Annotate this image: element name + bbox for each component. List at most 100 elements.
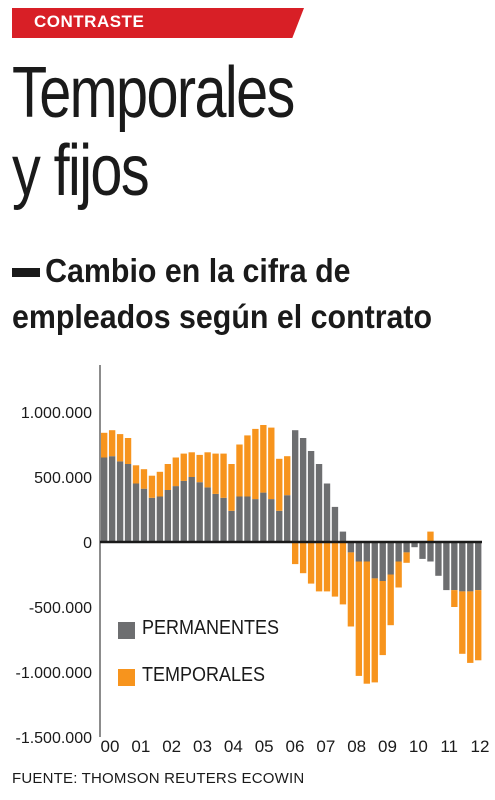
bar-permanentes: [323, 483, 331, 542]
bar-temporales: [204, 452, 211, 488]
bar-temporales: [244, 435, 251, 497]
bar-temporales: [459, 591, 466, 654]
bar-permanentes: [204, 487, 211, 542]
y-tick-label: 1.000.000: [21, 405, 92, 422]
bar-permanentes: [172, 486, 179, 542]
bar-permanentes: [371, 542, 378, 579]
bar-permanentes: [347, 542, 355, 553]
bar-temporales: [132, 465, 140, 484]
bar-permanentes: [108, 456, 116, 542]
bar-temporales: [212, 453, 219, 494]
bar-temporales: [124, 438, 132, 464]
bar-permanentes: [196, 482, 203, 542]
bar-permanentes: [132, 483, 140, 542]
section-tag-label: CONTRASTE: [34, 12, 145, 31]
bar-permanentes: [188, 477, 195, 542]
bar-temporales: [276, 458, 283, 511]
bar-temporales: [395, 561, 402, 588]
x-tick-label: 02: [162, 737, 181, 756]
bar-temporales: [379, 581, 386, 656]
bar-temporales: [307, 542, 315, 584]
bar-permanentes: [419, 542, 426, 559]
bar-permanentes: [467, 542, 474, 592]
bar-permanentes: [156, 496, 164, 542]
bar-temporales: [172, 457, 179, 487]
bar-permanentes: [331, 506, 339, 542]
section-tag: CONTRASTE: [12, 8, 304, 38]
bar-temporales: [467, 591, 474, 663]
bar-permanentes: [236, 496, 243, 542]
bar-temporales: [355, 561, 363, 676]
bar-permanentes: [180, 480, 187, 542]
bar-permanentes: [164, 490, 172, 542]
x-tick-label: 11: [440, 737, 458, 756]
bar-permanentes: [299, 438, 307, 542]
legend-label-temporales: TEMPORALES: [142, 664, 266, 686]
bar-temporales: [220, 453, 227, 498]
bar-temporales: [196, 454, 203, 483]
bar-temporales: [284, 456, 291, 496]
bar-permanentes: [411, 542, 418, 548]
chart-subtitle-text: Cambio en la cifra de empleados según el…: [12, 252, 433, 335]
bar-temporales: [292, 542, 299, 565]
bar-permanentes: [475, 542, 482, 591]
bar-permanentes: [395, 542, 402, 562]
bar-temporales: [180, 453, 187, 481]
bar-temporales: [188, 452, 195, 477]
x-tick-label: 06: [286, 737, 305, 756]
legend-label-permanentes: PERMANENTES: [142, 617, 280, 639]
bar-permanentes: [116, 461, 124, 542]
employment-chart: 1.000.000 500.000 0 -500.000 -1.000.000 -1.50…: [15, 365, 490, 756]
bar-permanentes: [140, 488, 148, 542]
bar-temporales: [260, 425, 267, 493]
page-title: Temporales y fijos: [12, 53, 295, 211]
bar-permanentes: [363, 542, 370, 562]
bar-permanentes: [315, 464, 323, 542]
x-tick-label: 12: [471, 737, 490, 756]
bar-permanentes: [387, 542, 394, 575]
chart-subtitle: Cambio en la cifra de empleados según el…: [12, 248, 456, 340]
bar-temporales: [228, 464, 235, 511]
bar-temporales: [101, 432, 108, 458]
bar-permanentes: [212, 493, 219, 542]
x-tick-label: 00: [101, 737, 120, 756]
bar-permanentes: [435, 542, 442, 576]
x-tick-label: 03: [193, 737, 212, 756]
source-note: FUENTE: THOMSON REUTERS ECOWIN: [12, 770, 305, 787]
bar-temporales: [140, 469, 148, 489]
y-tick-label: 500.000: [34, 470, 92, 487]
bar-temporales: [156, 471, 164, 497]
bar-temporales: [315, 542, 323, 592]
bar-permanentes: [403, 542, 410, 553]
bar-temporales: [299, 542, 307, 574]
bar-temporales: [116, 434, 124, 462]
bar-permanentes: [268, 499, 275, 542]
bar-permanentes: [292, 430, 299, 542]
bar-permanentes: [339, 531, 347, 542]
x-tick-label: 07: [316, 737, 335, 756]
bar-permanentes: [220, 497, 227, 542]
bar-temporales: [236, 444, 243, 497]
bar-permanentes: [101, 457, 108, 542]
bar-temporales: [148, 475, 156, 498]
bar-temporales: [403, 552, 410, 563]
y-tick-label: -1.500.000: [15, 730, 92, 747]
bar-permanentes: [451, 542, 458, 591]
bar-permanentes: [228, 510, 235, 542]
bar-temporales: [427, 531, 434, 542]
x-tick-label: 10: [409, 737, 428, 756]
bar-temporales: [252, 428, 259, 500]
y-tick-label: 0: [83, 535, 92, 552]
bar-temporales: [339, 542, 347, 605]
x-tick-label: 09: [378, 737, 397, 756]
bar-temporales: [108, 430, 116, 457]
bar-temporales: [451, 590, 458, 607]
bar-permanentes: [260, 492, 267, 542]
bar-permanentes: [307, 451, 315, 542]
bar-temporales: [164, 464, 172, 490]
x-tick-label: 04: [224, 737, 243, 756]
y-tick-label: -1.000.000: [15, 665, 92, 682]
bar-permanentes: [284, 495, 291, 542]
subtitle-marker: [12, 268, 40, 277]
bar-permanentes: [443, 542, 450, 591]
